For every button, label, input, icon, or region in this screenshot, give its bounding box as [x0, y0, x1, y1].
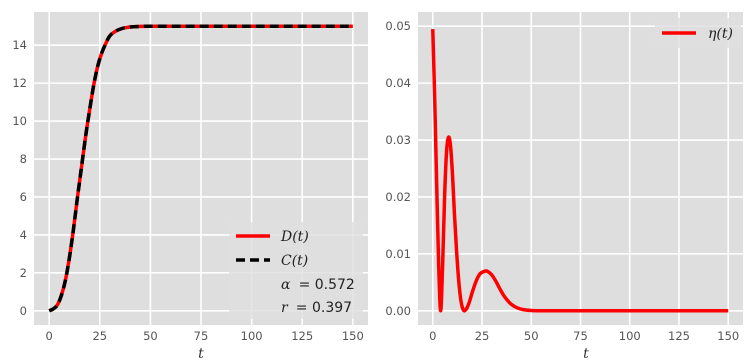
right-x-tick-label: 50	[524, 329, 539, 343]
r-symbol: r	[281, 300, 289, 316]
series-line-t	[431, 29, 729, 313]
right-y-tick-label: 0.03	[385, 133, 411, 147]
left-legend: D(t) C(t) α = 0.572 r = 0.397	[229, 222, 363, 319]
left-y-tick-label: 14	[12, 38, 27, 52]
left-y-tick-label: 4	[20, 228, 27, 242]
right-x-tick-label: 25	[475, 329, 490, 343]
left-x-tick-label: 100	[241, 329, 263, 343]
right-x-tick-labels: 0 25 50 75 100 125 150	[429, 329, 739, 343]
left-y-tick-label: 12	[12, 76, 27, 90]
left-y-tick-label: 6	[20, 190, 27, 204]
series-line-ct	[48, 24, 353, 313]
right-y-tick-labels: 0.00 0.01 0.02 0.03 0.04 0.05	[385, 19, 411, 318]
left-x-tick-label: 75	[194, 329, 209, 343]
left-chart: 0 2 4 6 8 10 12 14 0 25 50 75 100 125 150 t D(t) C(t)…	[12, 12, 368, 362]
left-x-axis-label: t	[198, 346, 204, 362]
left-x-tick-label: 25	[92, 329, 107, 343]
left-y-tick-label: 10	[12, 114, 27, 128]
left-y-tick-label: 8	[20, 152, 27, 166]
right-y-tick-label: 0.05	[385, 19, 411, 33]
right-grid	[418, 12, 743, 325]
left-x-tick-label: 125	[291, 329, 313, 343]
left-y-tick-label: 0	[20, 304, 27, 318]
left-y-tick-label: 2	[20, 266, 27, 280]
right-series-layer	[431, 29, 729, 313]
right-y-tick-label: 0.04	[385, 76, 411, 90]
left-x-tick-label: 150	[342, 329, 364, 343]
legend-alpha-param: α = 0.572	[281, 274, 355, 293]
left-x-tick-label: 0	[46, 329, 53, 343]
right-y-tick-label: 0.02	[385, 190, 411, 204]
left-x-tick-labels: 0 25 50 75 100 125 150	[46, 329, 364, 343]
right-y-tick-label: 0.00	[385, 304, 411, 318]
right-chart: 0.00 0.01 0.02 0.03 0.04 0.05 0 25 50 75 100 125 15…	[385, 12, 743, 362]
legend-D-label: D(t)	[280, 229, 309, 245]
left-legend-box	[229, 222, 363, 319]
right-legend: η(t)	[655, 18, 741, 48]
right-x-tick-label: 100	[619, 329, 641, 343]
legend-eta-label: η(t)	[708, 26, 733, 42]
right-y-tick-label: 0.01	[385, 247, 411, 261]
alpha-value: = 0.572	[299, 277, 355, 293]
left-x-tick-label: 50	[143, 329, 158, 343]
r-value: = 0.397	[296, 300, 352, 316]
left-series-layer	[48, 24, 353, 313]
right-x-axis-label: t	[583, 346, 589, 362]
right-x-tick-label: 150	[717, 329, 739, 343]
alpha-symbol: α	[281, 277, 291, 293]
right-x-tick-label: 0	[429, 329, 436, 343]
right-x-tick-label: 125	[668, 329, 690, 343]
left-y-tick-labels: 0 2 4 6 8 10 12 14	[12, 38, 27, 318]
legend-C-label: C(t)	[281, 253, 308, 269]
right-x-tick-label: 75	[573, 329, 588, 343]
legend-r-param: r = 0.397	[281, 297, 352, 316]
